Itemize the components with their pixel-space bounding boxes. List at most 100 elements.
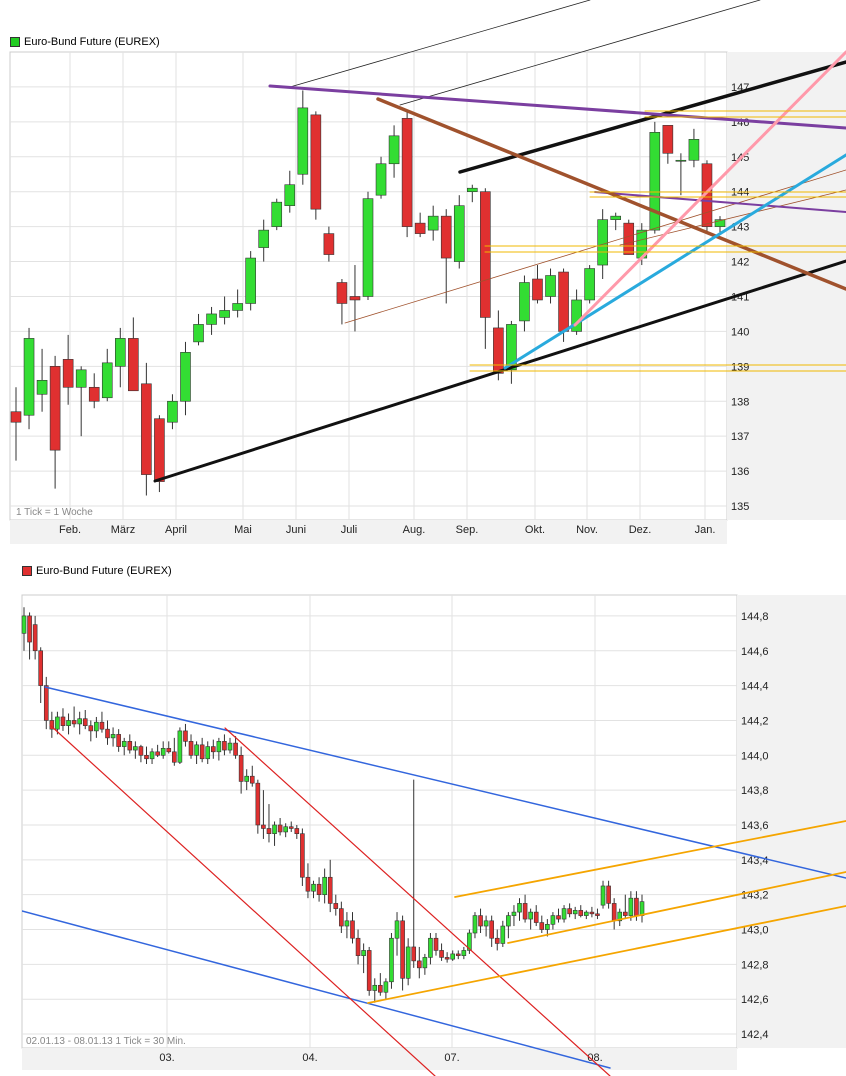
- bottom-legend-swatch: [22, 566, 32, 576]
- candle-down: [261, 824, 266, 829]
- candle-up: [517, 903, 522, 913]
- candle-up: [232, 303, 243, 311]
- candle-down: [27, 615, 32, 643]
- candle-down: [99, 721, 105, 730]
- candle-up: [271, 201, 283, 227]
- candle-up: [628, 897, 634, 916]
- candle-up: [121, 741, 127, 747]
- candle-down: [141, 383, 152, 475]
- uptrend-line-blue: [503, 153, 846, 370]
- candle-up: [23, 338, 35, 416]
- candle-up: [600, 885, 606, 906]
- x-tick-label: Sep.: [456, 524, 479, 536]
- candle-up: [114, 338, 126, 367]
- candle-up: [483, 920, 489, 927]
- candle-up: [311, 883, 316, 892]
- candle-up: [272, 824, 277, 834]
- candle-up: [216, 741, 222, 753]
- candle-down: [43, 685, 49, 721]
- candle-down: [62, 359, 74, 388]
- x-tick-label: Jan.: [695, 524, 716, 536]
- uptrend-line-pink: [573, 50, 846, 327]
- candle-up: [389, 937, 394, 983]
- top-legend-swatch: [10, 37, 20, 47]
- candle-up: [244, 775, 250, 782]
- uptrend-channel-mid: [507, 871, 846, 944]
- candle-up: [427, 215, 439, 231]
- x-tick-label: Mai: [234, 524, 252, 536]
- candle-down: [199, 744, 205, 760]
- x-tick-label: April: [165, 524, 187, 536]
- candle-down: [138, 746, 144, 756]
- x-tick-label: Dez.: [629, 524, 652, 536]
- y-tick-label: 135: [731, 501, 749, 513]
- y-tick-label: 146: [731, 117, 749, 129]
- candle-up: [466, 187, 478, 193]
- candle-down: [366, 950, 372, 991]
- candle-down: [480, 191, 491, 318]
- candle-up: [597, 219, 608, 266]
- top-legend: Euro-Bund Future (EUREX): [10, 36, 160, 48]
- y-tick-label: 140: [731, 326, 749, 338]
- y-tick-label: 144,4: [741, 681, 769, 693]
- candle-up: [177, 730, 183, 763]
- x-tick-label: Nov.: [576, 524, 598, 536]
- x-axis-panel: [22, 1048, 737, 1070]
- candle-up: [571, 299, 582, 332]
- candle-down: [288, 826, 294, 829]
- candle-up: [344, 920, 350, 927]
- candle-up: [561, 908, 567, 920]
- steep-downtrend-lower: [49, 724, 436, 1076]
- intraday-candlestick-chart: 142,4142,6142,8143,0143,2143,4143,6143,8…: [21, 594, 846, 1076]
- candle-down: [662, 125, 674, 154]
- y-tick-label: 144,0: [741, 750, 769, 762]
- candle-down: [210, 746, 216, 753]
- x-tick-label: 03.: [159, 1052, 174, 1064]
- candle-up: [388, 135, 400, 165]
- x-tick-label: 07.: [444, 1052, 459, 1064]
- candle-down: [578, 910, 584, 916]
- x-tick-label: Juli: [341, 524, 358, 536]
- candle-up: [453, 205, 465, 262]
- candle-up: [372, 984, 378, 991]
- y-tick-label: 144,8: [741, 611, 769, 623]
- candle-down: [238, 754, 244, 782]
- y-tick-label: 143,8: [741, 785, 769, 797]
- candle-down: [350, 920, 355, 939]
- candle-down: [333, 903, 339, 909]
- candle-up: [227, 742, 233, 751]
- candle-down: [433, 937, 439, 951]
- candle-down: [183, 730, 188, 742]
- candle-up: [422, 957, 428, 969]
- downtrend-line-brown: [376, 97, 846, 291]
- candle-down: [127, 741, 133, 751]
- y-tick-label: 144,2: [741, 715, 769, 727]
- candle-down: [166, 748, 172, 753]
- candle-up: [550, 915, 556, 925]
- candle-down: [439, 950, 444, 958]
- candle-up: [714, 219, 726, 227]
- top-legend-title: Euro-Bund Future (EUREX): [24, 36, 160, 48]
- x-tick-label: Juni: [286, 524, 306, 536]
- candle-up: [284, 184, 296, 206]
- candle-up: [362, 198, 374, 297]
- candle-up: [528, 911, 533, 920]
- candle-down: [444, 957, 450, 960]
- candle-down: [349, 296, 361, 301]
- candle-up: [584, 911, 589, 916]
- candle-up: [545, 923, 550, 930]
- candle-up: [584, 268, 595, 301]
- candle-up: [375, 163, 387, 196]
- candle-down: [105, 728, 110, 739]
- downtrend-channel-lower: [22, 910, 611, 1069]
- candle-down: [606, 885, 611, 904]
- y-axis-panel: [737, 595, 846, 1048]
- y-tick-label: 142,6: [741, 994, 769, 1006]
- bottom-footnote: 02.01.13 - 08.01.13 1 Tick = 30 Min.: [26, 1036, 186, 1047]
- candle-down: [539, 922, 545, 930]
- y-axis-panel: [727, 52, 846, 520]
- candle-up: [194, 744, 199, 756]
- candle-down: [589, 911, 595, 915]
- uptrend-channel-lower: [367, 905, 846, 1004]
- bottom-legend: Euro-Bund Future (EUREX): [22, 565, 172, 577]
